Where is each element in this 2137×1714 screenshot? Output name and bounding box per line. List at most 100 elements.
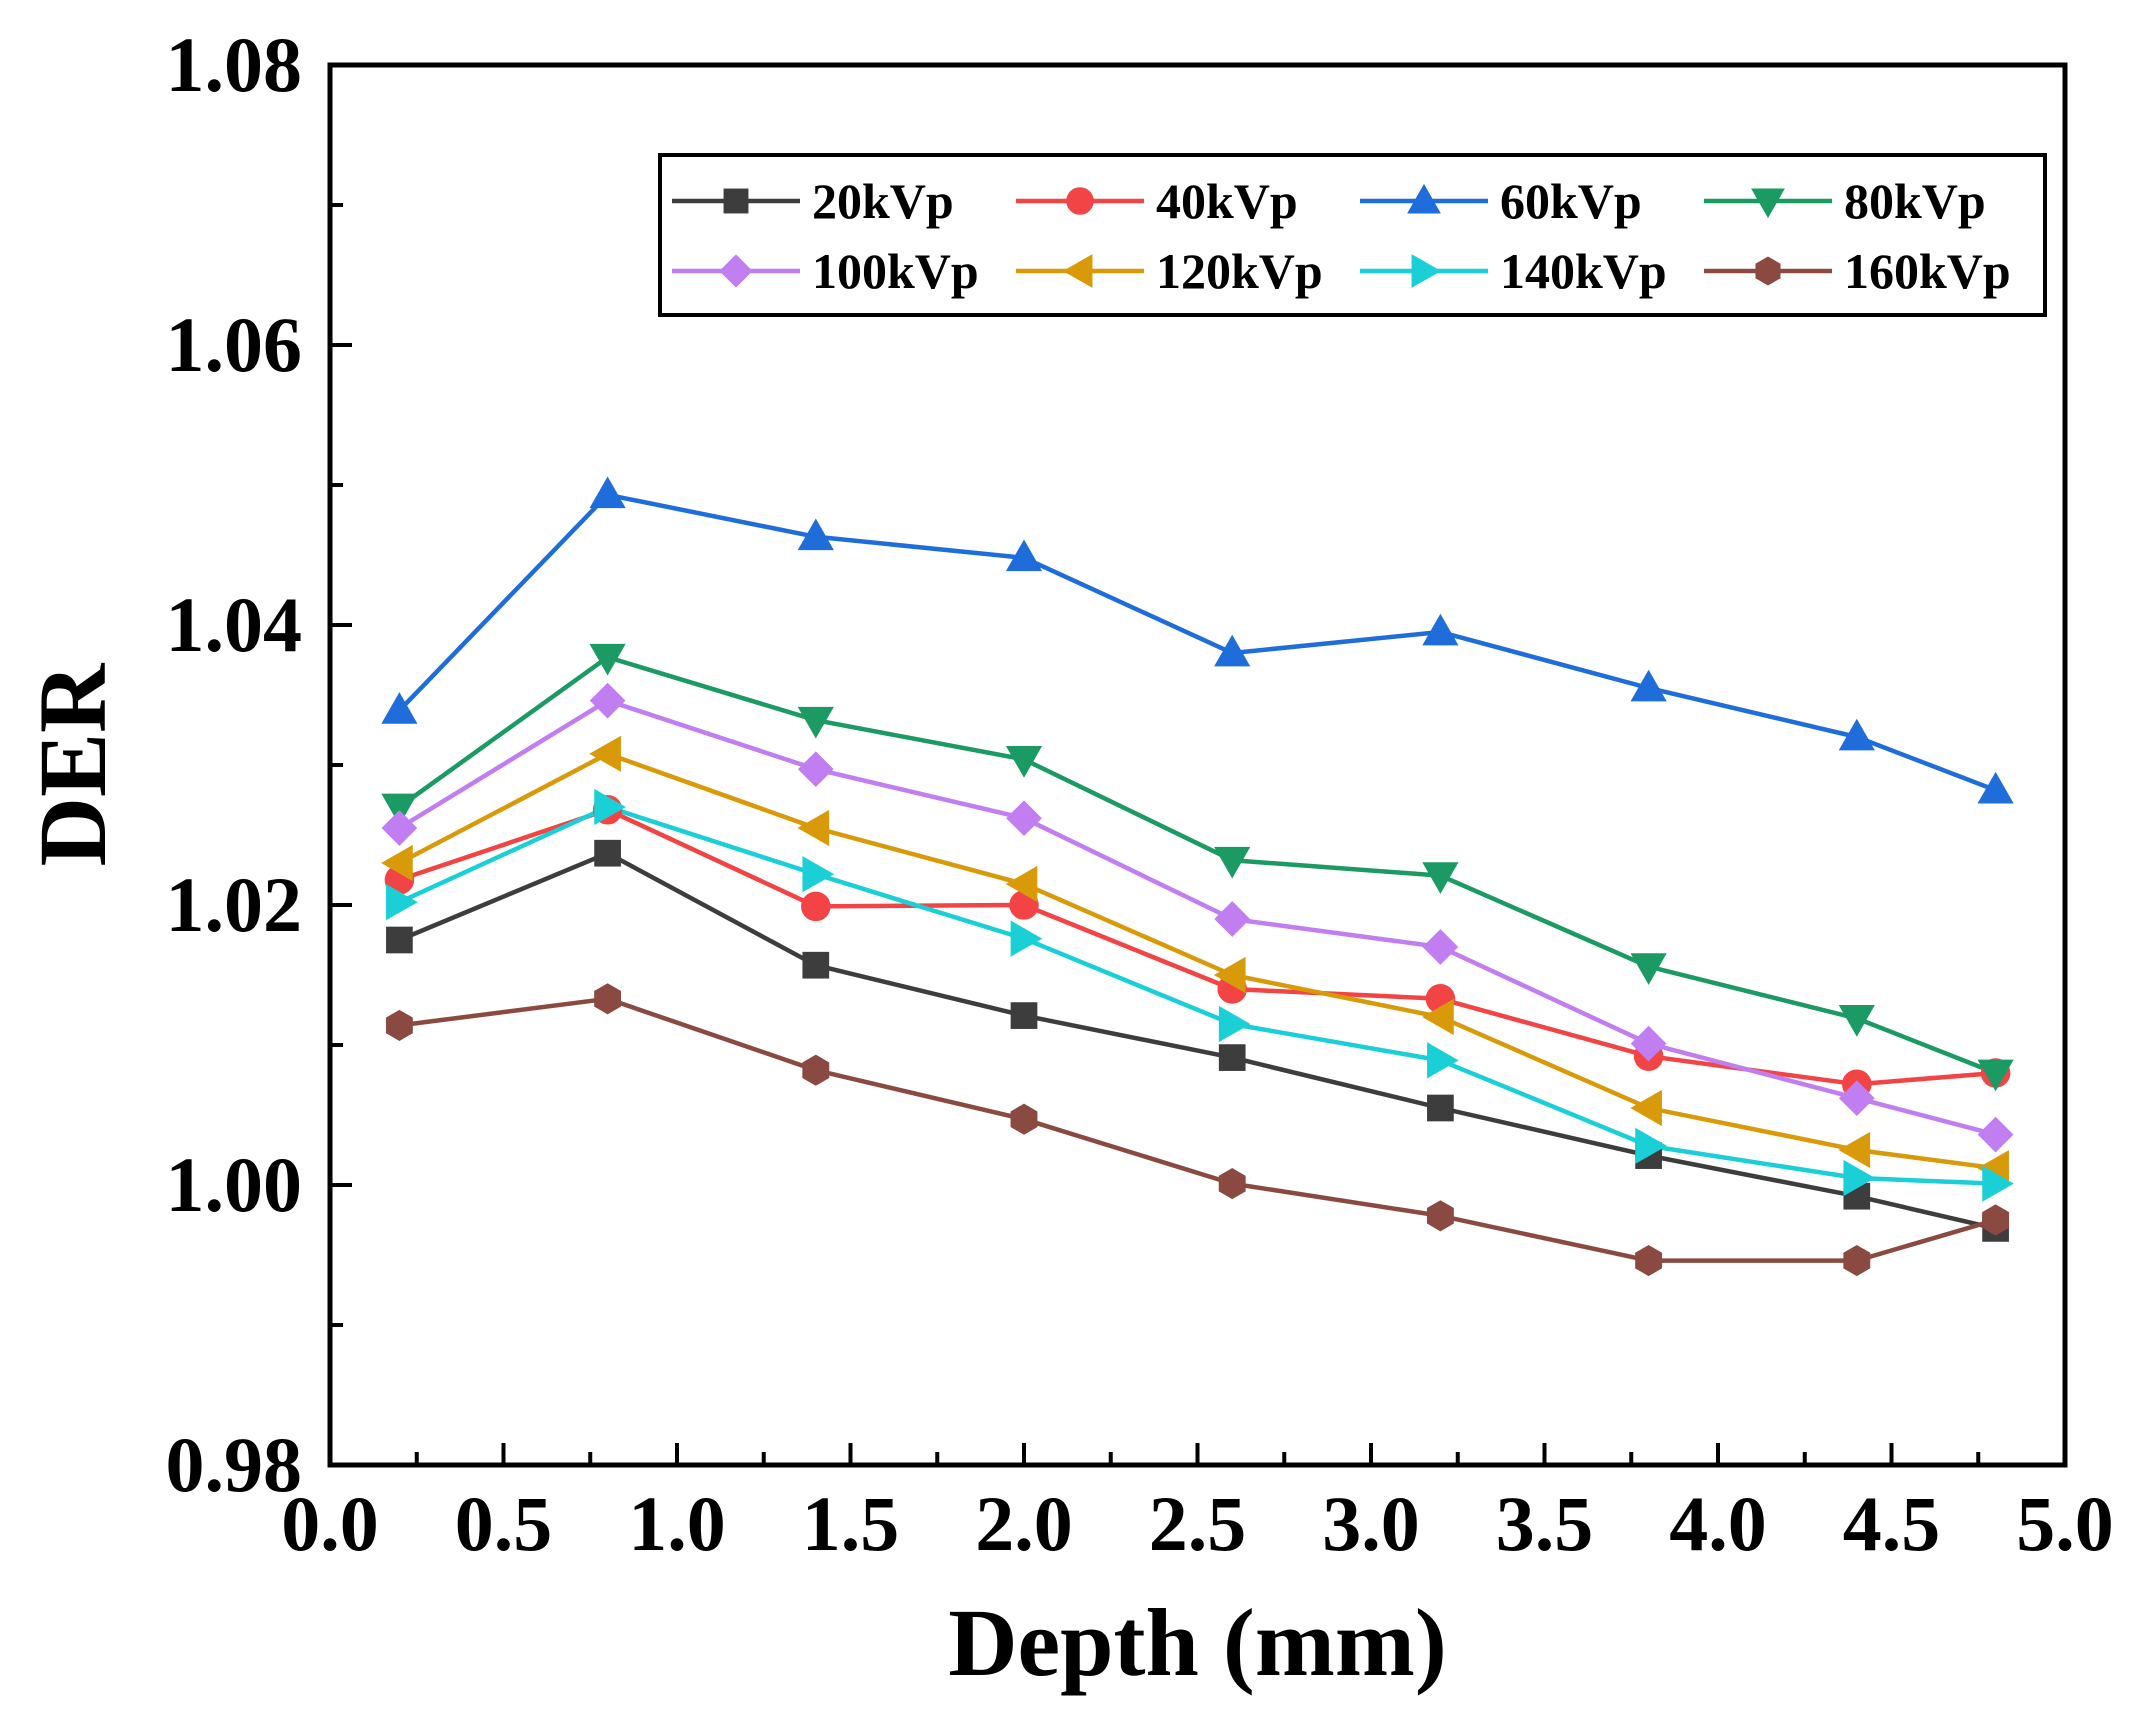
data-point-160kvp <box>802 1054 830 1086</box>
x-axis-title: Depth (mm) <box>948 1589 1447 1696</box>
data-point-120kvp <box>1005 865 1038 903</box>
plot-frame <box>327 62 2068 1468</box>
data-point-100kvp <box>1838 1080 1875 1117</box>
y-tick-label: 1.04 <box>166 581 303 668</box>
y-tick-label: 1.08 <box>166 21 303 108</box>
data-point-160kvp <box>1843 1245 1871 1277</box>
legend-label: 140kVp <box>1500 243 1667 299</box>
legend-label: 40kVp <box>1156 173 1298 229</box>
data-point-60kvp <box>1214 634 1251 667</box>
legend-marker <box>1062 254 1093 288</box>
legend-item-120kvp: 120kVp <box>1016 243 1323 299</box>
data-point-120kvp <box>589 735 621 772</box>
data-point-80kvp <box>381 793 418 826</box>
data-point-80kvp <box>589 643 626 676</box>
x-tick-label: 3.5 <box>1496 1480 1594 1567</box>
legend-label: 20kVp <box>812 173 954 229</box>
data-point-120kvp <box>1838 1131 1871 1169</box>
legend-marker <box>719 254 753 288</box>
data-point-140kvp <box>594 788 626 826</box>
data-point-140kvp <box>386 884 418 921</box>
data-point-160kvp <box>1010 1103 1038 1135</box>
data-point-160kvp <box>1635 1245 1663 1277</box>
data-point-140kvp <box>802 856 835 893</box>
data-point-160kvp <box>1982 1204 2010 1236</box>
data-point-60kvp <box>381 692 418 724</box>
legend-marker <box>1411 254 1442 288</box>
data-point-40kvp <box>801 891 831 922</box>
data-point-80kvp <box>1630 953 1667 985</box>
legend-label: 60kVp <box>1500 173 1642 229</box>
data-point-100kvp <box>1630 1025 1667 1062</box>
data-point-120kvp <box>1422 998 1454 1036</box>
legend-label: 100kVp <box>812 243 979 299</box>
data-point-160kvp <box>1426 1200 1454 1232</box>
data-point-160kvp <box>385 1009 413 1041</box>
data-point-100kvp <box>797 751 834 788</box>
data-point-80kvp <box>1005 746 1043 778</box>
data-point-100kvp <box>589 682 626 719</box>
data-point-80kvp <box>1422 862 1459 894</box>
y-tick-label: 0.98 <box>166 1421 303 1508</box>
y-tick-label: 1.02 <box>166 861 303 948</box>
data-point-140kvp <box>1635 1127 1667 1164</box>
x-tick-label: 0.5 <box>455 1480 553 1567</box>
data-point-20kvp <box>1218 1044 1246 1071</box>
x-tick-label: 5.0 <box>2016 1480 2114 1567</box>
legend: 20kVp 40kVp 60kVp 80kVp 100kVp 120kVp 140kVp 16… <box>658 153 2047 317</box>
data-point-100kvp <box>381 810 418 846</box>
y-tick-label: 1.00 <box>166 1141 303 1228</box>
series-markers <box>381 476 2014 1277</box>
x-tick-label: 1.5 <box>802 1480 900 1567</box>
data-point-160kvp <box>1218 1168 1246 1200</box>
data-point-80kvp <box>1977 1059 2014 1092</box>
data-point-120kvp <box>1213 956 1246 994</box>
data-point-140kvp <box>1218 1005 1251 1043</box>
x-tick-label: 4.5 <box>1843 1480 1941 1567</box>
x-tick-label: 3.0 <box>1322 1480 1420 1567</box>
legend-marker <box>723 188 749 214</box>
x-tick-label: 2.5 <box>1149 1480 1247 1567</box>
data-point-20kvp <box>386 926 413 954</box>
legend-item-160kvp: 160kVp <box>1704 243 2011 299</box>
data-point-120kvp <box>797 809 830 847</box>
data-point-160kvp <box>594 983 622 1015</box>
data-point-60kvp <box>1422 613 1459 646</box>
data-point-60kvp <box>1977 771 2014 804</box>
x-tick-label: 4.0 <box>1669 1480 1767 1567</box>
legend-item-80kvp: 80kVp <box>1704 173 1986 229</box>
legend-box <box>658 153 2047 317</box>
data-point-140kvp <box>1427 1042 1459 1079</box>
data-point-60kvp <box>1630 669 1667 702</box>
legend-label: 80kVp <box>1844 173 1986 229</box>
data-point-80kvp <box>797 706 834 739</box>
legend-item-140kvp: 140kVp <box>1360 243 1667 299</box>
data-point-140kvp <box>1982 1165 2014 1202</box>
data-point-60kvp <box>589 476 626 509</box>
data-point-120kvp <box>381 844 413 882</box>
data-point-80kvp <box>1214 846 1251 879</box>
x-tick-label: 2.0 <box>975 1480 1073 1567</box>
data-point-100kvp <box>1006 800 1042 837</box>
legend-item-20kvp: 20kVp <box>672 173 954 229</box>
y-tick-label: 1.06 <box>166 301 303 388</box>
data-point-140kvp <box>1010 920 1043 957</box>
data-point-100kvp <box>1214 901 1251 937</box>
data-point-60kvp <box>797 518 834 551</box>
legend-item-100kvp: 100kVp <box>672 243 979 299</box>
data-point-20kvp <box>594 839 621 867</box>
legend-item-60kvp: 60kVp <box>1360 173 1642 229</box>
legend-item-40kvp: 40kVp <box>1016 173 1298 229</box>
data-point-80kvp <box>1838 1005 1875 1037</box>
legend-label: 120kVp <box>1156 243 1323 299</box>
legend-marker <box>1066 187 1094 215</box>
data-point-60kvp <box>1838 718 1875 751</box>
x-tick-label: 0.0 <box>281 1480 379 1567</box>
x-tick-label: 1.0 <box>628 1480 726 1567</box>
data-point-100kvp <box>1422 929 1459 965</box>
legend-marker <box>1407 183 1441 214</box>
data-point-20kvp <box>1010 1002 1038 1029</box>
data-point-60kvp <box>1005 539 1043 572</box>
tick-labels: 0.0 0.5 1.0 1.5 2.0 2.5 3.0 3.5 4.0 4.5 5.0 0.98 1.0… <box>166 21 2114 1567</box>
